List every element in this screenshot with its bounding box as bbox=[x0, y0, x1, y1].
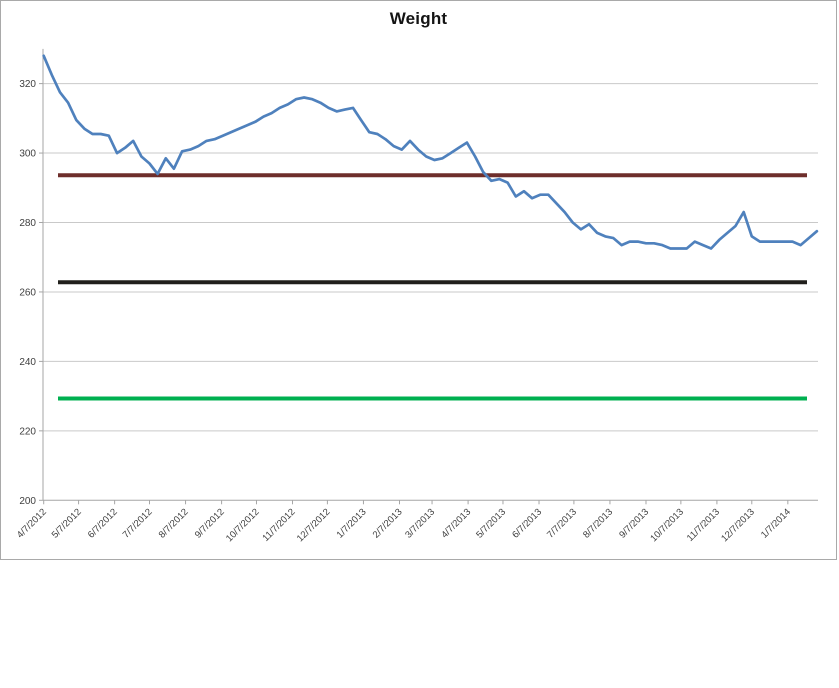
x-axis-label: 11/7/2012 bbox=[260, 507, 297, 544]
x-axis-label: 9/7/2012 bbox=[193, 507, 227, 541]
y-axis-label: 200 bbox=[19, 496, 36, 507]
x-axis-label: 10/7/2012 bbox=[224, 507, 262, 545]
weight-line-series bbox=[42, 54, 819, 250]
x-axis-label: 12/7/2013 bbox=[719, 507, 757, 545]
y-axis-label: 320 bbox=[19, 79, 36, 90]
x-axis-label: 3/7/2013 bbox=[403, 507, 437, 541]
x-axis-label: 8/7/2013 bbox=[581, 507, 615, 541]
x-axis-label: 6/7/2012 bbox=[86, 507, 120, 541]
x-axis-label: 8/7/2012 bbox=[157, 507, 191, 541]
x-axis-label: 6/7/2013 bbox=[510, 507, 544, 541]
y-axis-label: 280 bbox=[19, 218, 36, 229]
x-axis-label: 12/7/2012 bbox=[295, 507, 333, 545]
x-axis-label: 4/7/2012 bbox=[15, 507, 49, 541]
x-axis-label: 4/7/2013 bbox=[439, 507, 473, 541]
x-axis-label: 5/7/2012 bbox=[50, 507, 84, 541]
x-axis-label: 1/7/2014 bbox=[759, 507, 793, 541]
y-axis-label: 220 bbox=[19, 426, 36, 437]
x-axis-label: 10/7/2013 bbox=[648, 507, 686, 545]
y-axis-label: 240 bbox=[19, 357, 36, 368]
x-axis-label: 7/7/2012 bbox=[121, 507, 155, 541]
x-axis-label: 11/7/2013 bbox=[685, 507, 722, 544]
chart-frame: Weight 200 220 240 260 280 300 320 4/7/2012 5/7/… bbox=[0, 0, 837, 560]
x-axis-label: 5/7/2013 bbox=[474, 507, 508, 541]
x-axis-label: 2/7/2013 bbox=[371, 507, 405, 541]
y-axis-label: 300 bbox=[19, 149, 36, 160]
x-axis-label: 1/7/2013 bbox=[335, 507, 369, 541]
x-axis-label: 9/7/2013 bbox=[617, 507, 651, 541]
x-axis-label: 7/7/2013 bbox=[545, 507, 579, 541]
y-axis-label: 260 bbox=[19, 287, 36, 298]
chart-title: Weight bbox=[389, 9, 448, 28]
